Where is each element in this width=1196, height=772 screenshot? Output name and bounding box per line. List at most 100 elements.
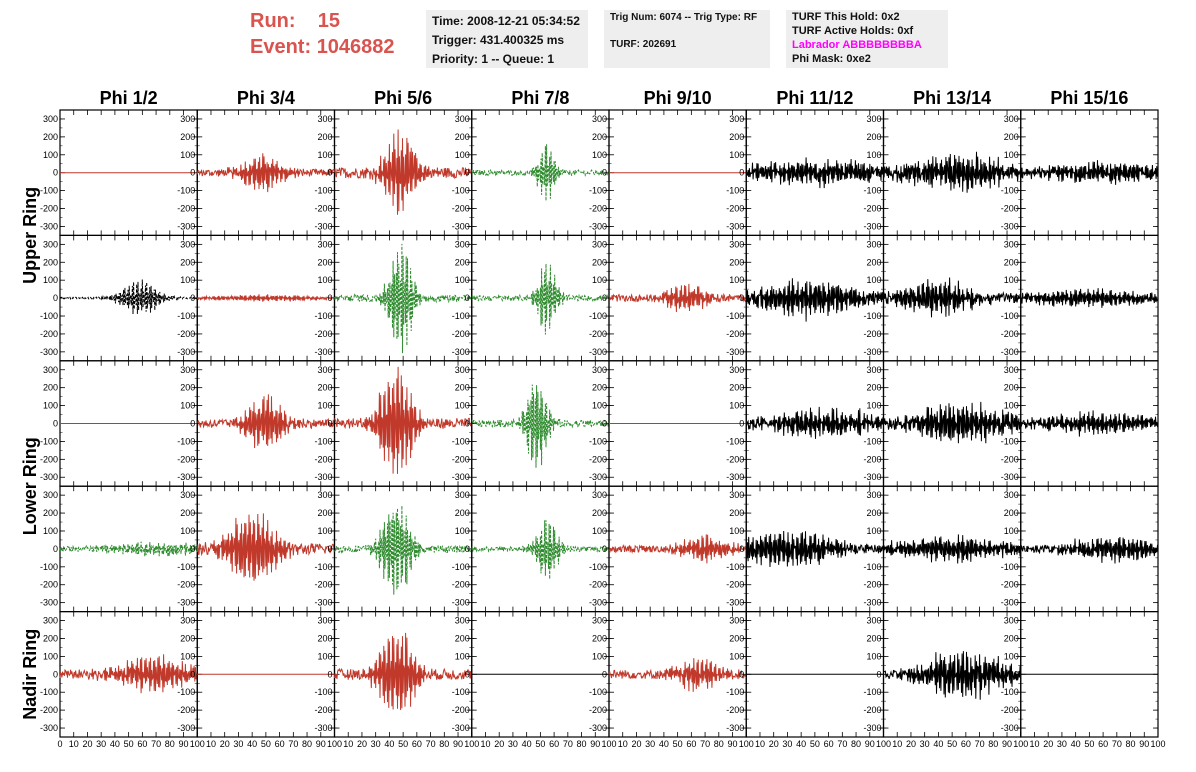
y-tick-label: 300 (317, 239, 332, 249)
x-tick-label: 70 (288, 739, 298, 749)
y-tick-label: 0 (190, 293, 195, 303)
waveform-trace (883, 151, 1022, 193)
y-tick-label: 200 (592, 257, 607, 267)
phi-mask-text: Phi Mask: 0xe2 (792, 53, 871, 65)
y-tick-label: -200 (177, 204, 195, 214)
y-tick-label: 200 (317, 383, 332, 393)
waveform-trace (745, 530, 884, 568)
y-tick-label: -200 (314, 580, 332, 590)
x-tick-label: 40 (522, 739, 532, 749)
y-tick-label: -200 (726, 580, 744, 590)
y-tick-label: 0 (327, 168, 332, 178)
x-tick-label: 100 (1150, 739, 1165, 749)
y-tick-label: 300 (317, 616, 332, 626)
x-tick-label: 90 (453, 739, 463, 749)
waveform-trace (59, 279, 198, 315)
x-tick-label: 10 (892, 739, 902, 749)
y-tick-label: -200 (1001, 204, 1019, 214)
y-tick-label: -300 (177, 723, 195, 733)
y-tick-label: -100 (1001, 687, 1019, 697)
y-tick-label: 100 (317, 275, 332, 285)
y-tick-label: 0 (602, 669, 607, 679)
y-tick-label: -100 (177, 186, 195, 196)
waveform-trace (608, 534, 747, 564)
y-tick-label: 200 (729, 132, 744, 142)
y-tick-label: -100 (177, 311, 195, 321)
y-tick-label: 300 (1004, 239, 1019, 249)
y-tick-label: 200 (180, 132, 195, 142)
y-tick-label: 100 (592, 526, 607, 536)
y-tick-label: 100 (455, 275, 470, 285)
y-tick-label: 0 (876, 293, 881, 303)
x-tick-label: 80 (302, 739, 312, 749)
y-tick-label: -200 (863, 705, 881, 715)
y-tick-label: 300 (729, 114, 744, 124)
event-value: 1046882 (316, 36, 395, 58)
y-tick-label: -300 (1001, 598, 1019, 608)
y-tick-label: 100 (43, 526, 58, 536)
y-tick-label: 100 (729, 275, 744, 285)
y-tick-label: -200 (726, 204, 744, 214)
y-tick-label: 100 (729, 651, 744, 661)
waveform-trace (471, 263, 610, 335)
y-tick-label: -100 (1001, 562, 1019, 572)
y-tick-label: 100 (1004, 150, 1019, 160)
row-label: Upper Ring (20, 187, 40, 284)
waveform-trace (334, 366, 473, 474)
y-tick-label: 100 (592, 275, 607, 285)
y-tick-label: -300 (1001, 221, 1019, 231)
y-tick-label: -200 (589, 705, 607, 715)
y-tick-label: 300 (317, 365, 332, 375)
x-tick-label: 80 (851, 739, 861, 749)
x-tick-label: 90 (1002, 739, 1012, 749)
x-tick-label: 30 (782, 739, 792, 749)
waveform-trace (1020, 288, 1159, 308)
y-tick-label: 0 (602, 168, 607, 178)
y-tick-label: 100 (317, 651, 332, 661)
y-tick-label: 300 (592, 365, 607, 375)
y-tick-label: 0 (739, 544, 744, 554)
y-tick-label: 200 (592, 508, 607, 518)
y-tick-label: -200 (314, 204, 332, 214)
y-tick-label: -100 (40, 311, 58, 321)
y-tick-label: -300 (452, 221, 470, 231)
y-tick-label: 200 (43, 508, 58, 518)
y-tick-label: 200 (317, 132, 332, 142)
x-tick-label: 70 (837, 739, 847, 749)
x-tick-label: 60 (137, 739, 147, 749)
x-tick-label: 70 (1112, 739, 1122, 749)
y-tick-label: 0 (876, 168, 881, 178)
x-tick-label: 20 (1043, 739, 1053, 749)
y-tick-label: -100 (1001, 311, 1019, 321)
y-tick-label: 0 (190, 544, 195, 554)
y-tick-label: -300 (40, 472, 58, 482)
y-tick-label: 0 (327, 293, 332, 303)
y-tick-label: 100 (43, 651, 58, 661)
y-tick-label: 100 (43, 275, 58, 285)
y-tick-label: 200 (455, 257, 470, 267)
waveform-trace (883, 401, 1022, 444)
y-tick-label: 300 (180, 616, 195, 626)
x-tick-label: 20 (357, 739, 367, 749)
y-tick-label: -300 (177, 347, 195, 357)
waveform-trace (471, 384, 610, 468)
y-tick-label: -300 (726, 472, 744, 482)
y-tick-label: 300 (866, 616, 881, 626)
y-tick-label: -100 (314, 436, 332, 446)
y-tick-label: 0 (327, 669, 332, 679)
waveform-trace (196, 513, 335, 581)
y-tick-label: 100 (729, 526, 744, 536)
y-tick-label: 200 (1004, 383, 1019, 393)
trig-info-box: Trig Num: 6074 -- Trig Type: RF TURF: 20… (604, 10, 770, 68)
y-tick-label: -200 (40, 705, 58, 715)
y-tick-label: -300 (863, 723, 881, 733)
x-tick-label: 80 (165, 739, 175, 749)
y-tick-label: 200 (180, 633, 195, 643)
y-tick-label: 200 (43, 383, 58, 393)
y-tick-label: 0 (465, 669, 470, 679)
y-tick-label: -300 (1001, 723, 1019, 733)
y-tick-label: -100 (452, 562, 470, 572)
y-tick-label: -100 (726, 562, 744, 572)
y-tick-label: -300 (40, 347, 58, 357)
